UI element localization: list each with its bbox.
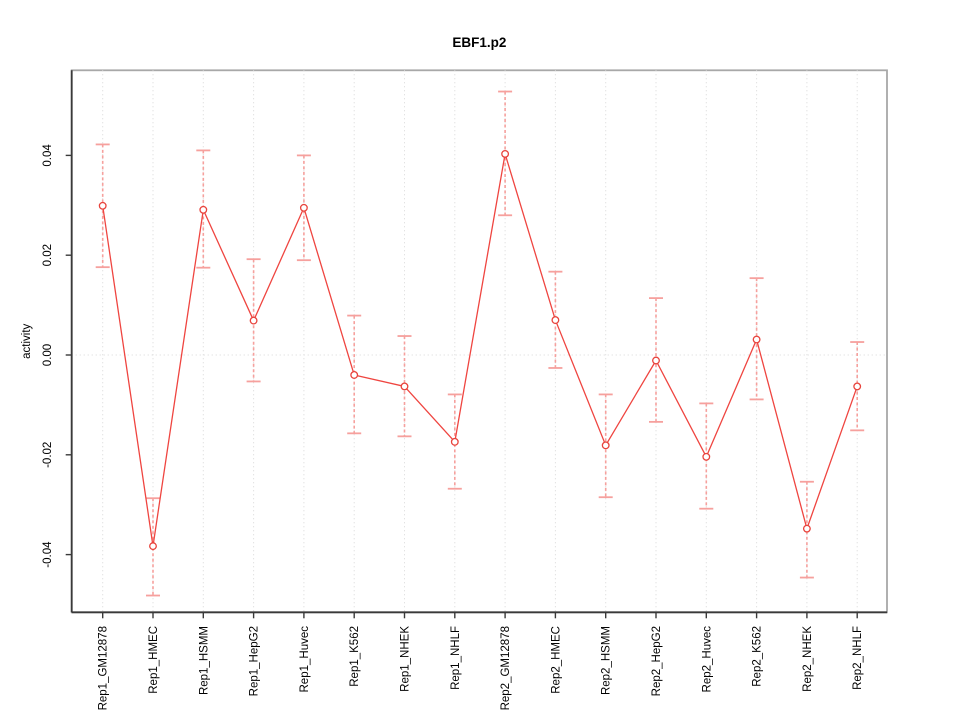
data-point [802, 524, 811, 533]
data-point [299, 203, 308, 212]
x-tick-label: Rep1_GM12878 [98, 626, 110, 710]
y-tick-label: 0.04 [42, 144, 54, 167]
data-point [249, 316, 258, 325]
data-point [98, 201, 107, 210]
data-point [601, 441, 610, 450]
plot-box [70, 69, 888, 614]
chart-title: EBF1.p2 [452, 35, 506, 50]
data-point [199, 205, 208, 214]
data-point [501, 149, 510, 158]
x-tick-label: Rep1_NHLF [450, 626, 462, 690]
x-tick-label: Rep2_GM12878 [500, 626, 512, 710]
x-tick-label: Rep1_K562 [349, 626, 361, 687]
data-point [450, 437, 459, 446]
x-tick-label: Rep1_Huvec [299, 626, 311, 693]
data-point [702, 452, 711, 461]
x-tick-label: Rep1_HSMM [198, 626, 210, 695]
x-tick-label: Rep2_HSMM [601, 626, 613, 695]
x-tick-label: Rep1_HMEC [148, 626, 160, 694]
x-tick-label: Rep1_NHEK [400, 626, 412, 692]
x-tick-label: Rep2_K562 [752, 626, 764, 687]
x-tick-label: Rep2_HepG2 [651, 626, 663, 696]
data-point [752, 335, 761, 344]
data-point [551, 316, 560, 325]
series-line [102, 153, 858, 547]
x-tick-label: Rep2_Huvec [701, 626, 713, 693]
y-tick-label: 0.00 [42, 344, 54, 366]
data-point [652, 356, 660, 365]
data-point [853, 382, 862, 391]
x-tick-label: Rep2_HMEC [550, 626, 562, 694]
data-point [149, 542, 157, 551]
y-tick-label: -0.04 [42, 541, 54, 568]
data-point [350, 371, 359, 379]
y-tick-label: 0.02 [42, 244, 54, 266]
x-tick-label: Rep2_NHEK [802, 626, 814, 692]
y-tick-label: -0.02 [42, 442, 54, 468]
x-tick-label: Rep1_HepG2 [249, 626, 261, 696]
y-axis-label: activity [21, 323, 33, 358]
x-tick-label: Rep2_NHLF [852, 626, 864, 690]
data-point [400, 382, 409, 391]
